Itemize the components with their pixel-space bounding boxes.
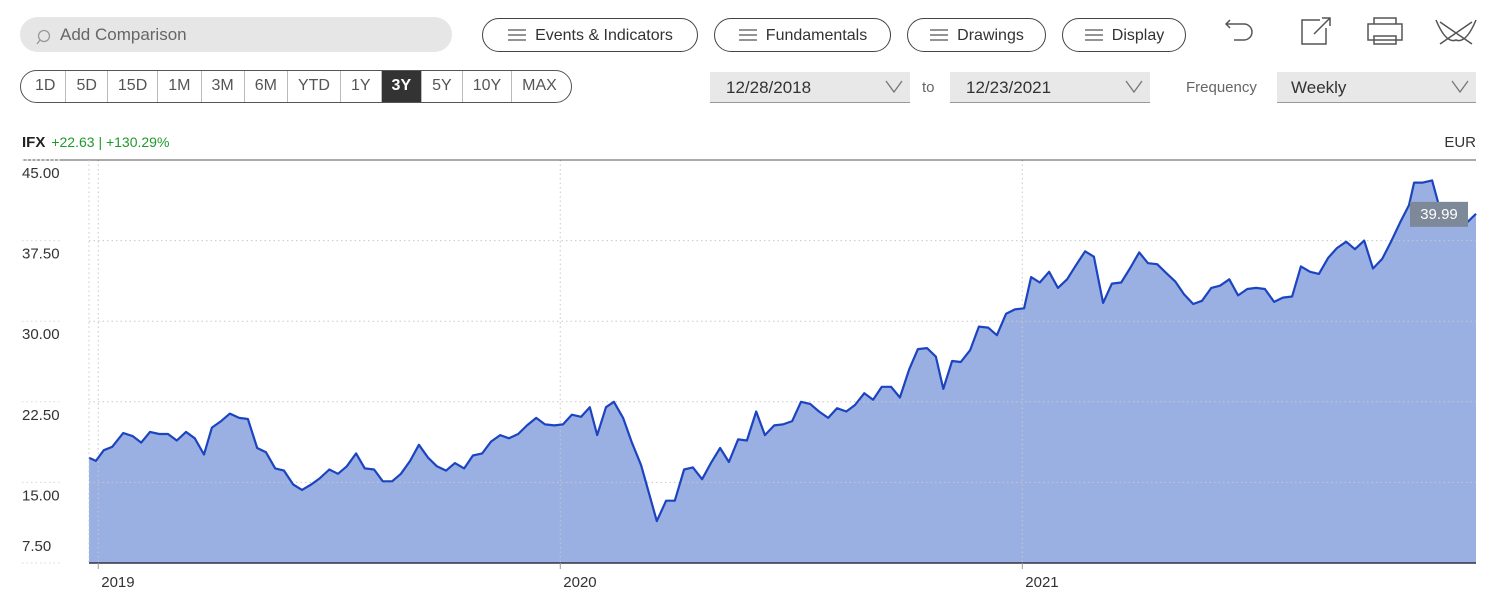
currency: EUR: [1444, 134, 1476, 151]
y-tick-label: 37.50: [22, 246, 60, 263]
toolbar-button[interactable]: Drawings: [907, 18, 1046, 52]
menu-icon: [1084, 29, 1103, 41]
toolbar-button[interactable]: Fundamentals: [714, 18, 891, 52]
range-option[interactable]: 5Y: [421, 71, 462, 102]
x-tick-label: 2019: [101, 574, 134, 591]
range-option[interactable]: 3Y: [380, 71, 422, 102]
y-tick-label: 45.00: [22, 165, 60, 182]
header: IFX +22.63 | +130.29%: [22, 134, 169, 151]
x-tick-label: 2021: [1025, 574, 1058, 591]
y-tick-label: 22.50: [22, 407, 60, 424]
search-box[interactable]: Add Comparison: [20, 17, 452, 52]
toolbar-button-label: Drawings: [957, 26, 1024, 44]
area: [89, 180, 1476, 563]
range-option[interactable]: 1D: [35, 77, 56, 94]
y-tick-label: 15.00: [22, 487, 60, 504]
range-option[interactable]: 5D: [65, 71, 106, 102]
share-icon[interactable]: [1301, 17, 1331, 45]
start-date[interactable]: 12/28/2018: [710, 72, 910, 103]
menu-icon: [930, 29, 949, 41]
search-placeholder: Add Comparison: [60, 25, 187, 44]
frequency-label: Frequency: [1186, 79, 1257, 96]
frequency-value: Weekly: [1291, 78, 1347, 97]
range-selector: 1D 5D 15D 1M 3M 6M YTD 1Y 3Y 5Y 10Y MAX: [20, 70, 572, 103]
end-date-text: 12/23/2021: [966, 78, 1052, 97]
range-option[interactable]: 1M: [157, 71, 200, 102]
chart: IFX +22.63 | +130.29% EUR 45.00 37.50 30.00…: [22, 134, 1477, 591]
toolbar-button[interactable]: Display: [1062, 18, 1186, 52]
toolbar-button-label: Fundamentals: [765, 26, 868, 44]
date-separator: to: [922, 79, 935, 96]
range-option[interactable]: 10Y: [461, 71, 511, 102]
start-date-text: 12/28/2018: [726, 78, 812, 97]
y-tick-label: 7.50: [22, 538, 51, 555]
print-icon[interactable]: [1367, 17, 1403, 45]
range-option[interactable]: 15D: [106, 71, 157, 102]
last-value-tag: [1410, 201, 1468, 227]
frequency-select[interactable]: Weekly: [1277, 72, 1476, 103]
toolbar-icons: [1224, 17, 1477, 45]
range-option[interactable]: MAX: [511, 71, 571, 102]
range-option[interactable]: 3M: [200, 71, 244, 102]
toolbar-button-label: Display: [1111, 26, 1165, 44]
undo-icon[interactable]: [1224, 19, 1253, 41]
x-tick-label: 2020: [563, 574, 596, 591]
collapse-icon[interactable]: [1435, 19, 1477, 45]
line: [88, 179, 1477, 523]
toolbar-button[interactable]: Events & Indicators: [482, 18, 698, 52]
menu-icon: [508, 29, 527, 41]
toolbar-button-label: Events & Indicators: [535, 26, 673, 44]
y-tick-label: 30.00: [22, 326, 60, 343]
range-option[interactable]: YTD: [286, 71, 340, 102]
menu-icon: [738, 29, 757, 41]
end-date[interactable]: 12/23/2021: [950, 72, 1150, 103]
change: +22.63 | +130.29%: [51, 134, 169, 150]
range-option[interactable]: 6M: [243, 71, 287, 102]
range-option[interactable]: 1Y: [339, 71, 381, 102]
search-icon: [36, 29, 51, 45]
last-value-label: 39.99: [1420, 206, 1458, 223]
ticker: IFX: [22, 134, 45, 151]
